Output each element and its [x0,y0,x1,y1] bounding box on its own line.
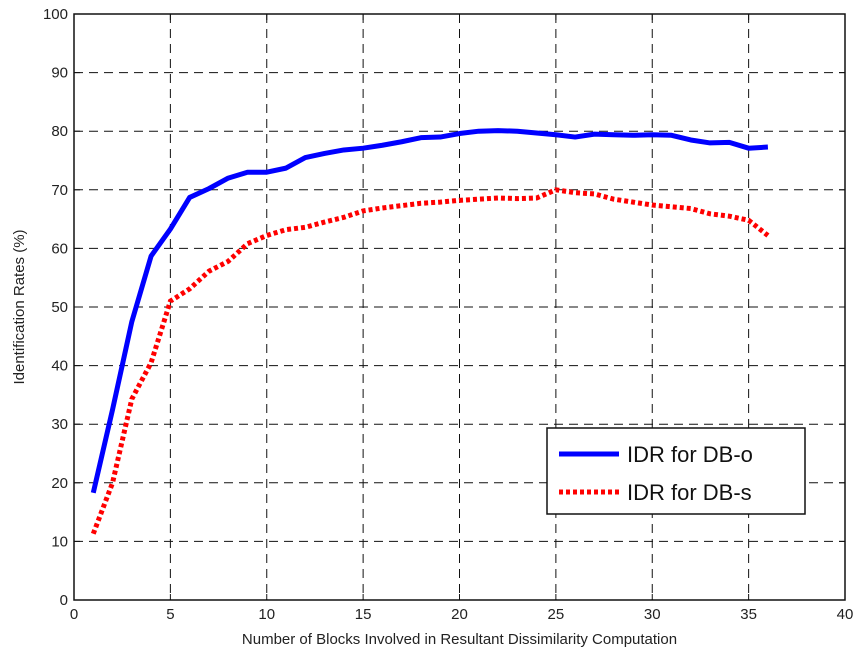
x-tick-label: 30 [644,606,661,623]
y-tick-label: 70 [51,182,68,199]
x-tick-label: 20 [451,606,468,623]
x-tick-label: 40 [837,606,854,623]
x-tick-label: 35 [740,606,757,623]
x-axis-label: Number of Blocks Involved in Resultant D… [242,631,677,648]
y-tick-label: 90 [51,65,68,82]
y-tick-label: 50 [51,299,68,316]
series-line-db-o [90,128,769,494]
tick-labels: 0 5 10 15 20 25 30 35 40 0 10 20 30 40 50 60 70 80 90 100 [43,6,853,623]
legend-label-db-o: IDR for DB-o [627,442,753,467]
y-tick-label: 60 [51,240,68,257]
y-tick-label: 20 [51,475,68,492]
x-tick-label: 10 [258,606,275,623]
y-tick-label: 10 [51,533,68,550]
x-tick-label: 0 [70,606,78,623]
legend: IDR for DB-o IDR for DB-s [546,427,806,515]
y-tick-label: 80 [51,123,68,140]
x-tick-label: 15 [355,606,372,623]
legend-label-db-s: IDR for DB-s [627,480,752,505]
x-tick-label: 5 [166,606,174,623]
y-tick-label: 0 [60,592,68,609]
legend-box [546,427,806,515]
y-tick-label: 100 [43,6,68,23]
y-tick-label: 40 [51,358,68,375]
y-tick-label: 30 [51,416,68,433]
series-line-db-s [90,187,770,535]
x-tick-label: 25 [548,606,565,623]
y-axis-label: Identification Rates (%) [11,229,28,384]
series-layer [90,128,770,535]
